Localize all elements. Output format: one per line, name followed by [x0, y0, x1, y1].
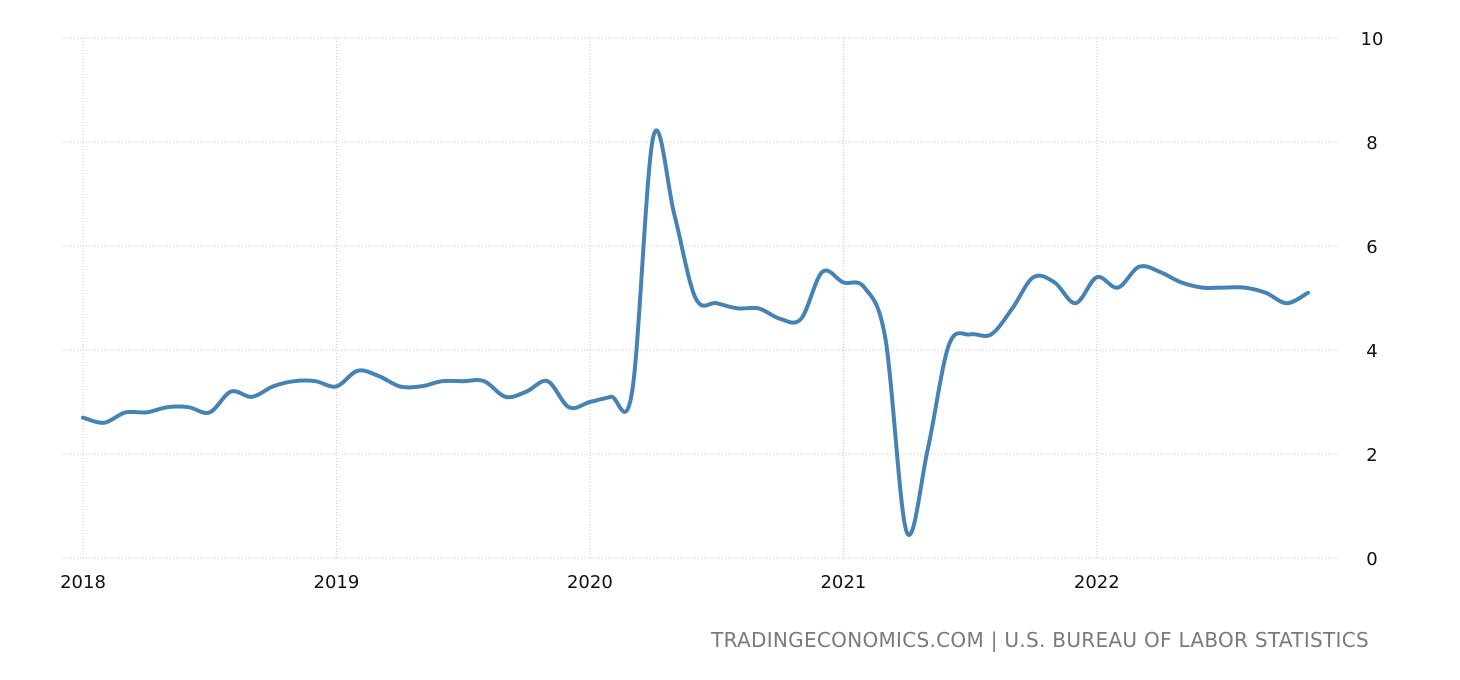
y-tick-label: 2	[1366, 445, 1377, 466]
source-attribution: TRADINGECONOMICS.COM | U.S. BUREAU OF LA…	[711, 628, 1369, 652]
y-tick-label: 8	[1366, 133, 1377, 154]
vertical-grid-lines	[82, 38, 1098, 558]
series-layer	[81, 128, 1310, 537]
series-line-0	[81, 128, 1310, 537]
x-tick-label: 2018	[60, 572, 106, 593]
y-tick-label: 10	[1361, 29, 1384, 50]
y-tick-label: 6	[1366, 237, 1377, 258]
horizontal-grid-lines	[62, 37, 1340, 559]
y-tick-label: 4	[1366, 341, 1377, 362]
y-tick-label: 0	[1366, 549, 1377, 570]
x-tick-label: 2021	[820, 572, 866, 593]
x-tick-label: 2019	[314, 572, 360, 593]
y-axis-tick-labels: 0 2 4 6 8 10	[1361, 29, 1384, 570]
x-tick-label: 2020	[567, 572, 613, 593]
x-tick-label: 2022	[1074, 572, 1120, 593]
x-axis-tick-labels: 2018 2019 2020 2021 2022	[60, 572, 1120, 593]
